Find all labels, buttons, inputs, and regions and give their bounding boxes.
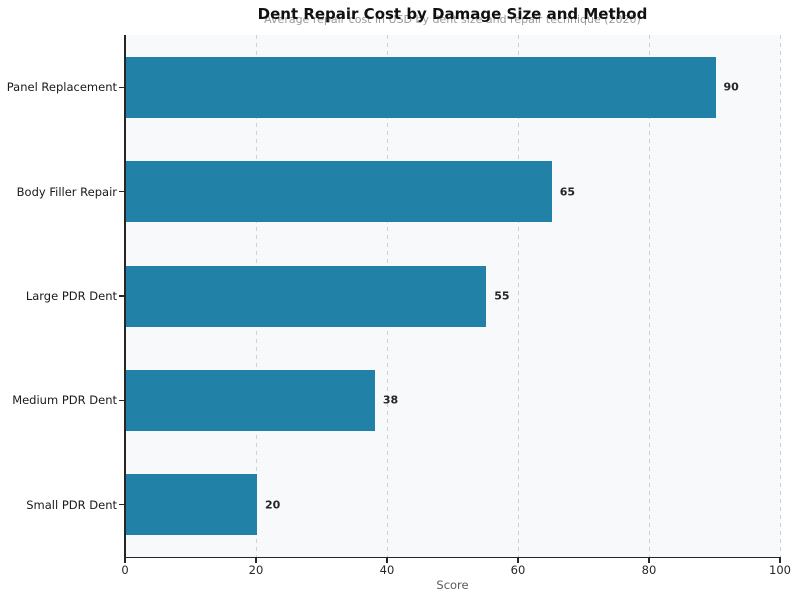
bar-value-label: 90	[723, 80, 739, 94]
y-axis-tick	[119, 295, 125, 297]
gridline	[649, 35, 650, 557]
x-axis-tick-label: 20	[248, 563, 264, 577]
x-axis-tick-label: 0	[121, 563, 129, 577]
bar-value-label: 65	[559, 185, 576, 199]
gridline	[518, 35, 519, 557]
y-axis-tick-label: Body Filler Repair	[16, 184, 117, 199]
y-axis-tick	[119, 190, 125, 193]
bar-value-label: 38	[382, 393, 399, 407]
chart-subtitle: Average repair cost in USD by dent size …	[264, 13, 641, 26]
gridline	[780, 35, 781, 557]
chart-title: Dent Repair Cost by Damage Size and Meth…	[257, 5, 648, 23]
bar	[126, 474, 257, 536]
x-axis-tick-label: 80	[641, 563, 657, 577]
x-axis-tick	[517, 558, 519, 563]
bar-value-label: 20	[265, 498, 281, 512]
x-axis-tick	[386, 558, 388, 563]
bar	[126, 161, 552, 223]
bar	[126, 265, 487, 327]
y-axis-tick-label: Large PDR Dent	[25, 289, 117, 303]
x-axis-tick-label: 100	[769, 563, 791, 577]
x-axis-tick	[648, 558, 650, 563]
y-axis-tick-label: Small PDR Dent	[26, 497, 117, 512]
x-axis-tick	[779, 558, 781, 563]
bar-value-label: 55	[494, 289, 510, 303]
x-axis-tick-label: 40	[379, 563, 395, 577]
x-axis-tick-label: 60	[510, 563, 526, 577]
bar	[126, 369, 375, 431]
bottom-spine	[124, 556, 781, 558]
y-axis-tick	[119, 86, 125, 88]
y-axis-tick-label: Medium PDR Dent	[12, 393, 117, 408]
bar	[126, 56, 716, 118]
x-axis-label: Score	[436, 578, 469, 592]
x-axis-tick	[255, 558, 257, 563]
y-axis-tick	[119, 504, 125, 506]
x-axis-tick	[124, 558, 126, 563]
y-axis-tick-label: Panel Replacement	[6, 80, 117, 95]
y-axis-tick	[119, 399, 125, 402]
